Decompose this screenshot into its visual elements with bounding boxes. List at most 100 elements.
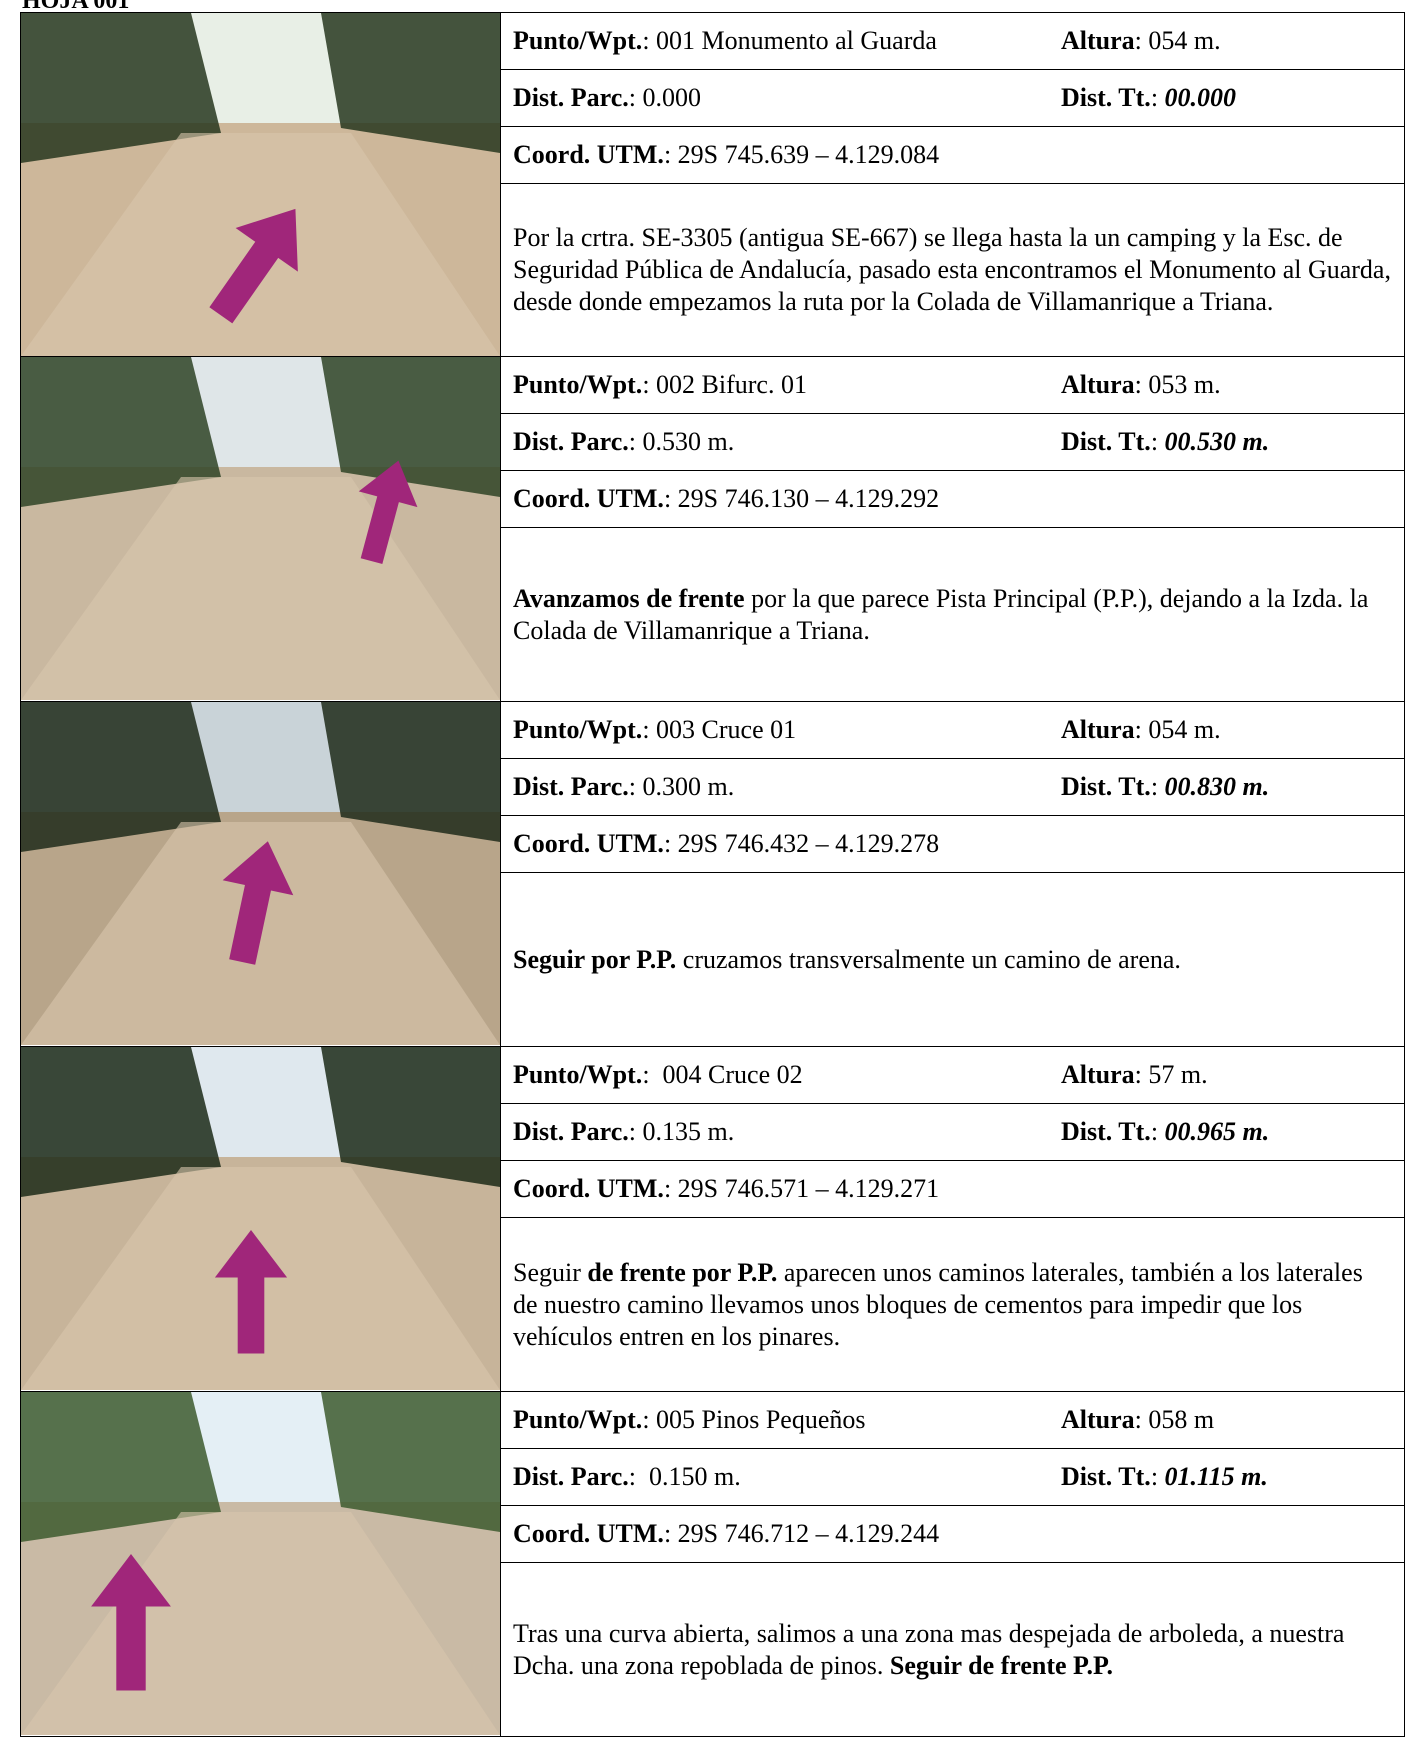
field-label: Punto/Wpt. <box>513 370 642 400</box>
field-label: Coord. UTM. <box>513 1519 664 1549</box>
field-value: 00.530 m. <box>1165 427 1270 457</box>
field-label: Altura <box>1061 1405 1135 1435</box>
field-value: : 054 m. <box>1135 715 1221 745</box>
field-value: : 29S 746.571 – 4.129.271 <box>664 1174 939 1204</box>
waypoint-row: Punto/Wpt.: 001 Monumento al Guarda Altur… <box>20 12 1405 357</box>
field-value: 00.965 m. <box>1165 1117 1270 1147</box>
description-text: Por la crtra. SE-3305 (antigua SE-667) s… <box>513 222 1392 318</box>
field-value: : 001 Monumento al Guarda <box>642 26 937 56</box>
field-label: Dist. Parc. <box>513 772 629 802</box>
field-value: : 29S 746.712 – 4.129.244 <box>664 1519 939 1549</box>
info-line: Dist. Parc.: 0.530 m. Dist. Tt.: 00.530 m… <box>501 414 1404 471</box>
field-label: Dist. Tt. <box>1061 1462 1151 1492</box>
photo <box>21 13 500 356</box>
info-line: Punto/Wpt.: 001 Monumento al Guarda Altur… <box>501 13 1404 70</box>
description-segment: Seguir <box>513 1258 587 1287</box>
field-label: Dist. Parc. <box>513 1462 629 1492</box>
info-line: Coord. UTM.: 29S 745.639 – 4.129.084 <box>501 127 1404 184</box>
field-value: : 29S 745.639 – 4.129.084 <box>664 140 939 170</box>
description-text: Seguir por P.P. cruzamos transversalment… <box>513 944 1181 976</box>
field-label: Dist. Parc. <box>513 427 629 457</box>
field-label: Dist. Parc. <box>513 1117 629 1147</box>
description-text: Seguir de frente por P.P. aparecen unos … <box>513 1257 1392 1353</box>
page: HOJA 001 Punto/Wpt.: 001 Monumento al Gu… <box>0 0 1407 1739</box>
field-label: Dist. Tt. <box>1061 772 1151 802</box>
right-field: Dist. Tt.: 01.115 m. <box>1061 1449 1268 1505</box>
field-value: : 058 m <box>1135 1405 1214 1435</box>
description-segment: Avanzamos de frente <box>513 584 745 613</box>
description-segment: Seguir de frente P.P. <box>890 1651 1113 1680</box>
field-label: Dist. Parc. <box>513 83 629 113</box>
field-value: : 57 m. <box>1135 1060 1208 1090</box>
field-label: Coord. UTM. <box>513 140 664 170</box>
field-sep: : <box>1151 427 1165 457</box>
right-field: Altura: 054 m. <box>1061 702 1221 758</box>
waypoint-row: Punto/Wpt.: 004 Cruce 02Altura: 57 m.Dis… <box>20 1047 1405 1392</box>
description-segment: cruzamos transversalmente un camino de a… <box>676 945 1181 974</box>
info-line: Dist. Parc.: 0.135 m.Dist. Tt.: 00.965 m… <box>501 1104 1404 1161</box>
description: Avanzamos de frente por la que parece Pi… <box>501 528 1404 701</box>
field-value: : 054 m. <box>1135 26 1221 56</box>
photo <box>21 1047 500 1390</box>
right-field: Altura: 058 m <box>1061 1392 1214 1448</box>
photo <box>21 702 500 1045</box>
waypoint-row: Punto/Wpt.: 002 Bifurc. 01Altura: 053 m.… <box>20 357 1405 702</box>
field-label: Punto/Wpt. <box>513 1060 642 1090</box>
waypoint-info: Punto/Wpt.: 002 Bifurc. 01Altura: 053 m.… <box>501 357 1404 701</box>
field-label: Coord. UTM. <box>513 1174 664 1204</box>
right-field: Dist. Tt.: 00.965 m. <box>1061 1104 1269 1160</box>
photo <box>21 1392 500 1735</box>
field-value: : 0.000 <box>629 83 701 113</box>
field-value: : 29S 746.130 – 4.129.292 <box>664 484 939 514</box>
description: Por la crtra. SE-3305 (antigua SE-667) s… <box>501 184 1404 356</box>
field-label: Dist. Tt. <box>1061 427 1151 457</box>
field-value: : 004 Cruce 02 <box>642 1060 802 1090</box>
field-value: : 053 m. <box>1135 370 1221 400</box>
right-field: Altura: 054 m. <box>1061 13 1221 69</box>
info-line: Punto/Wpt.: 004 Cruce 02 Altura: 57 m. <box>501 1047 1404 1104</box>
field-sep: : <box>1151 83 1165 113</box>
description-segment: Por la crtra. SE-3305 (antigua SE-667) s… <box>513 223 1391 316</box>
info-line: Dist. Parc.: 0.150 m. Dist. Tt.: 01.115 m… <box>501 1449 1404 1506</box>
description: Seguir de frente por P.P. aparecen unos … <box>501 1218 1404 1391</box>
right-field: Dist. Tt.: 00.000 <box>1061 70 1236 126</box>
waypoint-photo <box>21 1392 501 1736</box>
field-value: 01.115 m. <box>1165 1462 1268 1492</box>
field-label: Punto/Wpt. <box>513 26 642 56</box>
field-value: : 002 Bifurc. 01 <box>642 370 807 400</box>
field-label: Dist. Tt. <box>1061 83 1151 113</box>
field-value: 00.000 <box>1165 83 1237 113</box>
right-field: Dist. Tt.: 00.830 m. <box>1061 759 1269 815</box>
description-segment: Seguir por P.P. <box>513 945 676 974</box>
waypoint-photo <box>21 13 501 356</box>
field-label: Coord. UTM. <box>513 829 664 859</box>
field-value: : 29S 746.432 – 4.129.278 <box>664 829 939 859</box>
field-sep: : <box>1151 1117 1165 1147</box>
info-line: Dist. Parc.: 0.300 m. Dist. Tt.: 00.830 m… <box>501 759 1404 816</box>
field-value: : 003 Cruce 01 <box>642 715 796 745</box>
field-label: Dist. Tt. <box>1061 1117 1151 1147</box>
info-line: Coord. UTM.: 29S 746.571 – 4.129.271 <box>501 1161 1404 1218</box>
field-value: : 0.150 m. <box>629 1462 741 1492</box>
field-label: Punto/Wpt. <box>513 1405 642 1435</box>
info-line: Punto/Wpt.: 003 Cruce 01 Altura: 054 m. <box>501 702 1404 759</box>
waypoint-photo <box>21 357 501 701</box>
field-label: Altura <box>1061 715 1135 745</box>
info-line: Dist. Parc.: 0.000 Dist. Tt.: 00.000 <box>501 70 1404 127</box>
field-sep: : <box>1151 772 1165 802</box>
right-field: Altura: 57 m. <box>1061 1047 1208 1103</box>
field-label: Altura <box>1061 26 1135 56</box>
field-label: Coord. UTM. <box>513 484 664 514</box>
description: Seguir por P.P. cruzamos transversalment… <box>501 873 1404 1046</box>
field-value: : 0.300 m. <box>629 772 734 802</box>
field-value: : 0.530 m. <box>629 427 734 457</box>
field-label: Punto/Wpt. <box>513 715 642 745</box>
description-segment: de frente por P.P. <box>587 1258 777 1287</box>
field-sep: : <box>1151 1462 1165 1492</box>
